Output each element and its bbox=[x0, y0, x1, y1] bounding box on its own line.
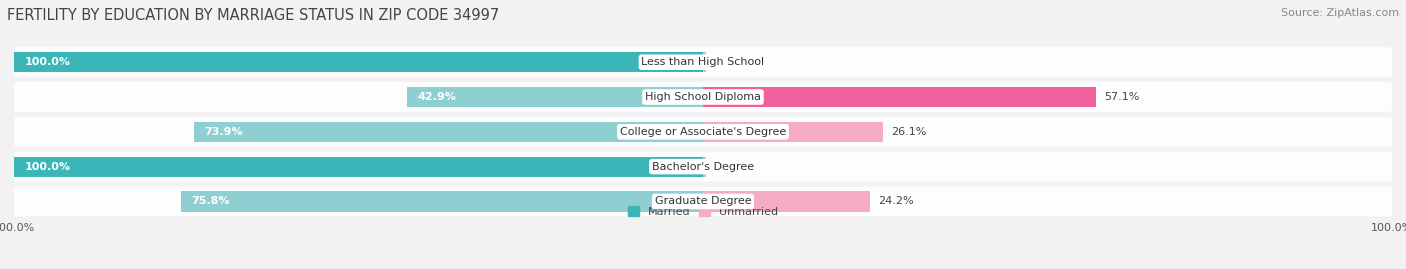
Bar bbox=[14, 157, 703, 177]
Text: 100.0%: 100.0% bbox=[24, 162, 70, 172]
Text: Bachelor's Degree: Bachelor's Degree bbox=[652, 162, 754, 172]
Text: FERTILITY BY EDUCATION BY MARRIAGE STATUS IN ZIP CODE 34997: FERTILITY BY EDUCATION BY MARRIAGE STATU… bbox=[7, 8, 499, 23]
Text: Less than High School: Less than High School bbox=[641, 57, 765, 67]
Legend: Married, Unmarried: Married, Unmarried bbox=[627, 206, 779, 217]
Text: Graduate Degree: Graduate Degree bbox=[655, 196, 751, 206]
Bar bbox=[703, 157, 706, 177]
Text: 100.0%: 100.0% bbox=[24, 57, 70, 67]
Bar bbox=[181, 191, 703, 211]
Text: 0.0%: 0.0% bbox=[714, 57, 742, 67]
FancyBboxPatch shape bbox=[14, 117, 1392, 147]
Bar bbox=[703, 87, 1097, 107]
Bar bbox=[703, 52, 706, 72]
Bar bbox=[703, 191, 870, 211]
Text: 26.1%: 26.1% bbox=[891, 127, 927, 137]
Text: 24.2%: 24.2% bbox=[877, 196, 914, 206]
Text: 42.9%: 42.9% bbox=[418, 92, 457, 102]
FancyBboxPatch shape bbox=[14, 186, 1392, 216]
FancyBboxPatch shape bbox=[14, 47, 1392, 77]
Bar bbox=[408, 87, 703, 107]
Text: 0.0%: 0.0% bbox=[714, 162, 742, 172]
Bar bbox=[14, 52, 703, 72]
Bar bbox=[194, 122, 703, 142]
Text: Source: ZipAtlas.com: Source: ZipAtlas.com bbox=[1281, 8, 1399, 18]
Text: College or Associate's Degree: College or Associate's Degree bbox=[620, 127, 786, 137]
Text: 57.1%: 57.1% bbox=[1105, 92, 1140, 102]
Text: High School Diploma: High School Diploma bbox=[645, 92, 761, 102]
Text: 73.9%: 73.9% bbox=[204, 127, 243, 137]
Bar bbox=[703, 122, 883, 142]
Text: 75.8%: 75.8% bbox=[191, 196, 229, 206]
FancyBboxPatch shape bbox=[14, 82, 1392, 112]
FancyBboxPatch shape bbox=[14, 152, 1392, 182]
